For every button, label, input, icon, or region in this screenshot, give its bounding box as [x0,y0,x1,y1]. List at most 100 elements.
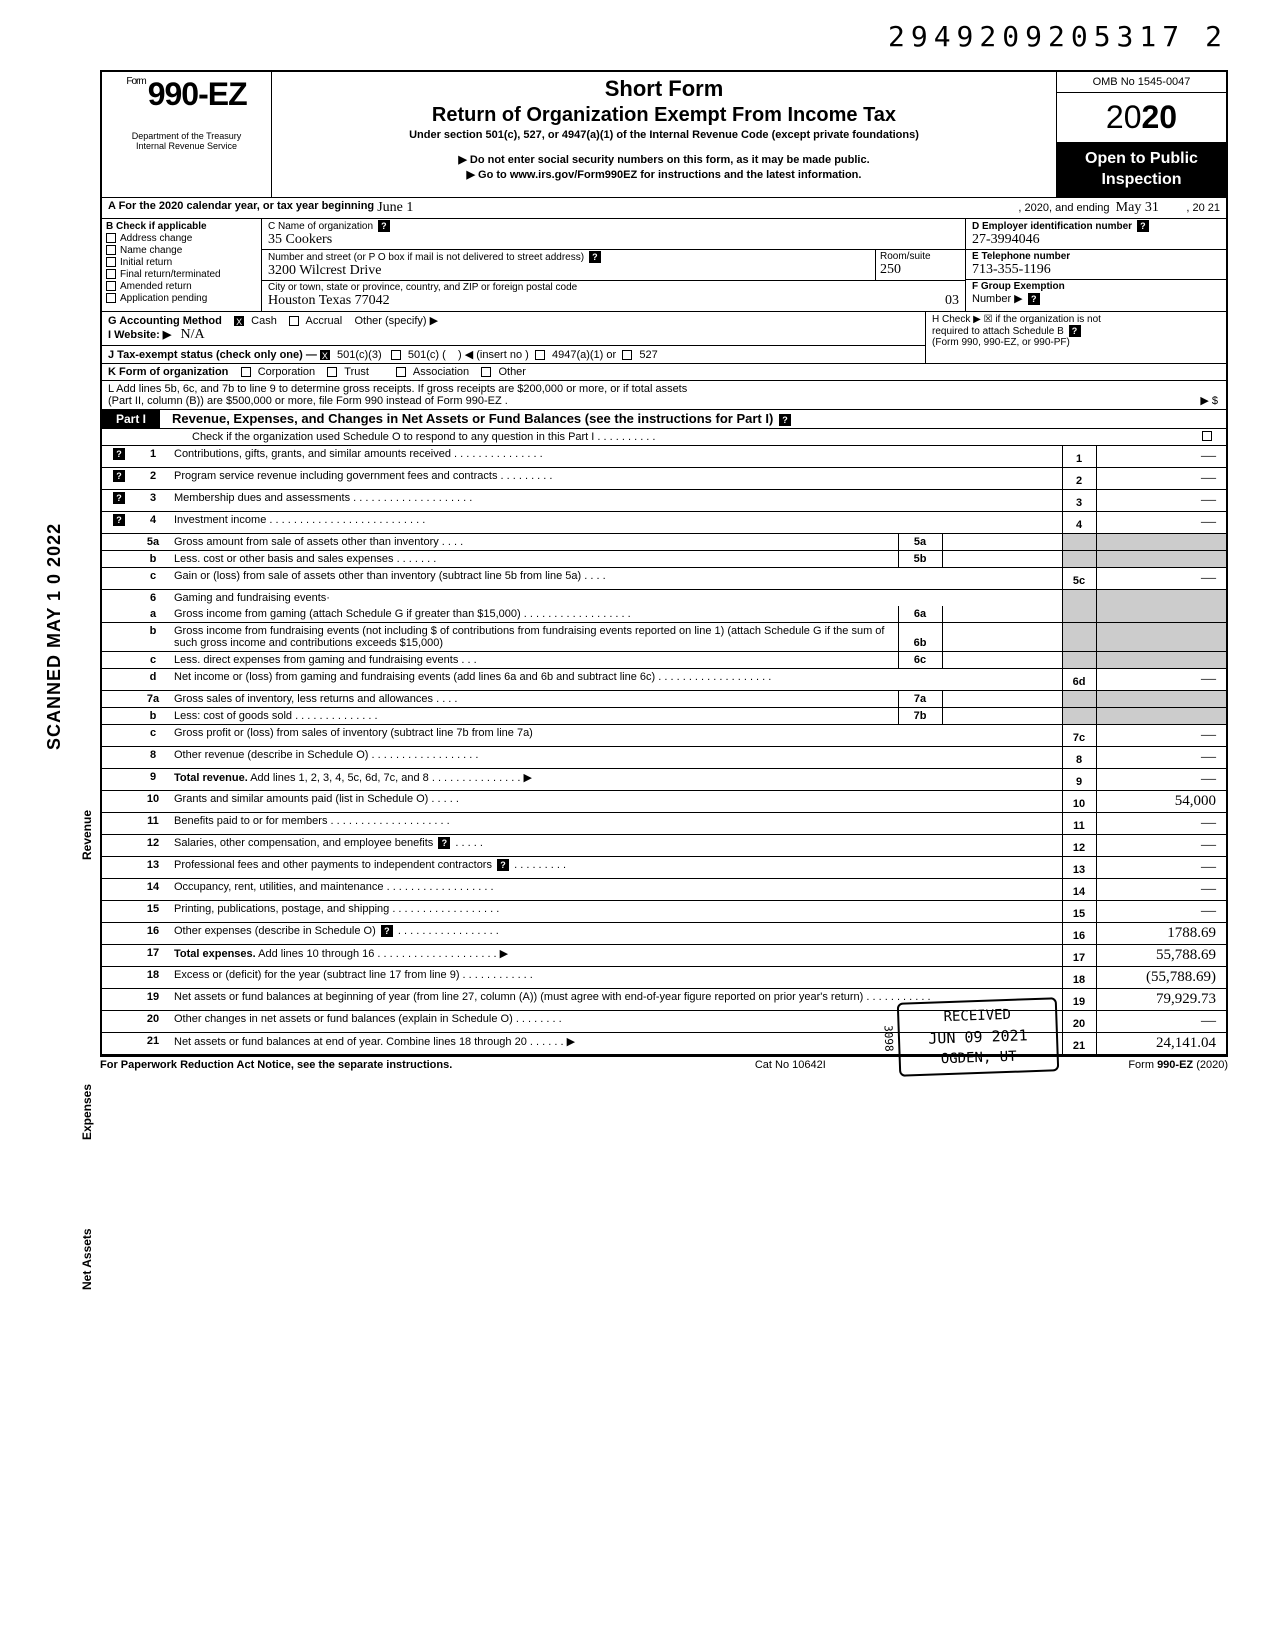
help-icon[interactable]: ? [1028,293,1040,305]
footer-left: For Paperwork Reduction Act Notice, see … [100,1059,452,1071]
part1-header: Part I Revenue, Expenses, and Changes in… [102,410,1226,429]
line-11: 11 Benefits paid to or for members . . .… [102,812,1226,834]
chk-cash[interactable]: X [234,316,244,326]
form-number: Form990-EZ [108,76,265,113]
stamp-side-num: 3098 [882,1025,896,1052]
line-10-value: 54,000 [1096,790,1226,812]
return-title: Return of Organization Exempt From Incom… [282,104,1046,127]
help-icon[interactable]: ? [381,925,393,937]
tax-year-end: May 31 [1116,200,1159,215]
line-8-value: — [1096,746,1226,768]
row-j: J Tax-exempt status (check only one) — X… [102,345,925,361]
help-icon[interactable]: ? [113,514,125,526]
chk-address-change[interactable]: Address change [106,233,257,244]
row-ghi-left: G Accounting Method X Cash Accrual Other… [102,312,926,363]
line-9-value: — [1096,768,1226,790]
line-5a: 5a Gross amount from sale of assets othe… [102,533,1226,550]
line-7a: 7a Gross sales of inventory, less return… [102,690,1226,707]
chk-501c[interactable] [391,350,401,360]
row-l-amount: ▶ $ [1200,394,1218,407]
line-6d-value: — [1096,668,1226,690]
line-6d: d Net income or (loss) from gaming and f… [102,668,1226,690]
chk-527[interactable] [622,350,632,360]
line-7b: b Less: cost of goods sold . . . . . . .… [102,707,1226,724]
section-label-netassets: Net Assets [80,1228,94,1290]
goto-line: ▶ Go to www.irs.gov/Form990EZ for instru… [282,168,1046,181]
row-a-tax-year: A For the 2020 calendar year, or tax yea… [102,198,1226,219]
stamp-ogden: OGDEN, UT [910,1048,1046,1069]
line-16-value: 1788.69 [1096,922,1226,944]
chk-initial-return[interactable]: Initial return [106,257,257,268]
help-icon[interactable]: ? [1137,220,1149,232]
document-locator-number: 29492092053172 [888,20,1228,53]
section-label-expenses: Expenses [80,1084,94,1140]
chk-name-change[interactable]: Name change [106,245,257,256]
line-15: 15 Printing, publications, postage, and … [102,900,1226,922]
line-6c: c Less. direct expenses from gaming and … [102,651,1226,668]
line-20-value: — [1096,1010,1226,1032]
line-10: 10 Grants and similar amounts paid (list… [102,790,1226,812]
form-header: Form990-EZ Department of the Treasury In… [102,72,1226,198]
group-exemption-row: F Group Exemption Number ▶ ? [966,280,1226,310]
line-4: ? 4 Investment income . . . . . . . . . … [102,511,1226,533]
open-to-public: Open to Public Inspection [1057,143,1226,197]
row-k: K Form of organization Corporation Trust… [102,364,1226,381]
line-19: 19 Net assets or fund balances at beginn… [102,988,1226,1010]
chk-assoc[interactable] [396,367,406,377]
line-13-value: — [1096,856,1226,878]
line-6b: b Gross income from fundraising events (… [102,622,1226,651]
received-stamp: 3098 RECEIVED JUN 09 2021 OGDEN, UT [897,997,1059,1077]
chk-final-return[interactable]: Final return/terminated [106,269,257,280]
line-3: ? 3 Membership dues and assessments . . … [102,489,1226,511]
line-13: 13 Professional fees and other payments … [102,856,1226,878]
line-5c-value: — [1096,567,1226,589]
chk-trust[interactable] [327,367,337,377]
line-16: 16 Other expenses (describe in Schedule … [102,922,1226,944]
help-icon[interactable]: ? [113,448,125,460]
org-name-row: C Name of organization ? 35 Cookers [262,219,965,250]
help-icon[interactable]: ? [113,470,125,482]
website-value: N/A [180,327,204,342]
line-18: 18 Excess or (deficit) for the year (sub… [102,966,1226,988]
omb-number: OMB No 1545-0047 [1057,72,1226,93]
help-icon[interactable]: ? [378,220,390,232]
phone-row: E Telephone number 713-355-1196 [966,250,1226,280]
chk-corp[interactable] [241,367,251,377]
help-icon[interactable]: ? [589,251,601,263]
section-label-revenue: Revenue [80,810,94,860]
row-ghi: G Accounting Method X Cash Accrual Other… [102,312,1226,364]
line-12: 12 Salaries, other compensation, and emp… [102,834,1226,856]
part1-check-o: Check if the organization used Schedule … [102,429,1226,446]
help-icon[interactable]: ? [497,859,509,871]
line-1: ? 1 Contributions, gifts, grants, and si… [102,446,1226,468]
chk-other-org[interactable] [481,367,491,377]
line-5b: b Less. cost or other basis and sales ex… [102,550,1226,567]
dln-main: 2949209205317 [888,20,1185,53]
line-6: 6 Gaming and fundraising events· [102,589,1226,606]
chk-pending[interactable]: Application pending [106,293,257,304]
line-1-value: — [1096,446,1226,468]
under-section: Under section 501(c), 527, or 4947(a)(1)… [282,129,1046,141]
stamp-date: JUN 09 2021 [910,1026,1047,1049]
col-b-checkboxes: B Check if applicable Address change Nam… [102,219,262,311]
help-icon[interactable]: ? [438,837,450,849]
row-h: H Check ▶ ☒ if the organization is not r… [926,312,1226,363]
chk-schedule-o[interactable] [1202,431,1212,441]
footer-form-ref: Form 990-EZ (2020) [1128,1059,1228,1071]
chk-accrual[interactable] [289,316,299,326]
line-18-value: (55,788.69) [1096,966,1226,988]
chk-4947[interactable] [535,350,545,360]
no-ssn-line: ▶ Do not enter social security numbers o… [282,153,1046,166]
line-8: 8 Other revenue (describe in Schedule O)… [102,746,1226,768]
chk-amended[interactable]: Amended return [106,281,257,292]
org-name-value: 35 Cookers [268,232,959,248]
line-4-value: — [1096,511,1226,533]
room-suite: Room/suite 250 [875,250,965,280]
help-icon[interactable]: ? [113,492,125,504]
line-12-value: — [1096,834,1226,856]
short-form-title: Short Form [282,76,1046,102]
chk-501c3[interactable]: X [320,350,330,360]
col-c: C Name of organization ? 35 Cookers Numb… [262,219,966,311]
help-icon[interactable]: ? [779,414,791,426]
help-icon[interactable]: ? [1069,325,1081,337]
